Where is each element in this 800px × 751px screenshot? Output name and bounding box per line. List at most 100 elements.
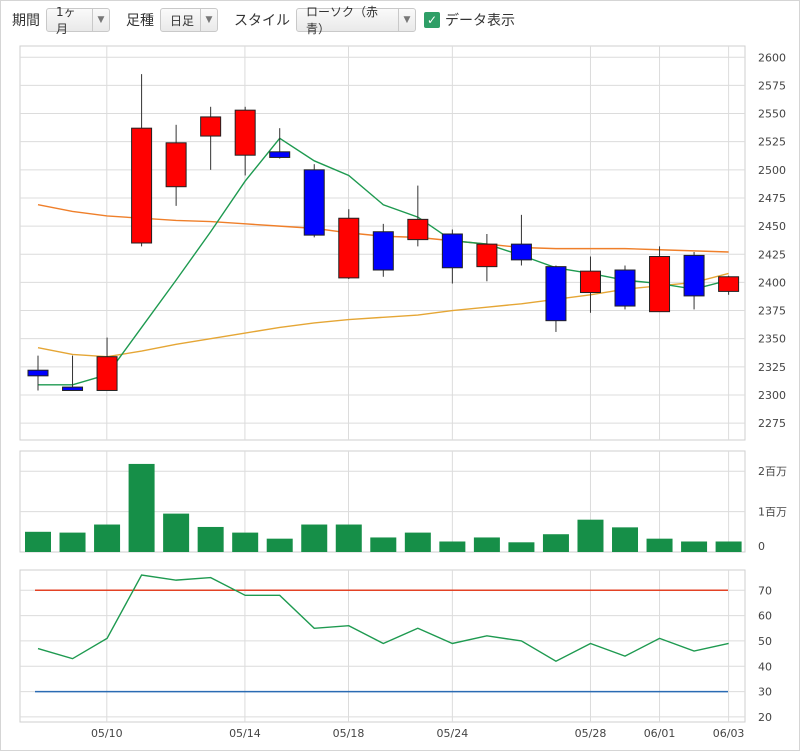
- volume-bar: [128, 463, 155, 552]
- osc-tick-label: 50: [758, 635, 772, 648]
- candle-body: [372, 231, 394, 271]
- date-tick-label: 05/14: [229, 727, 261, 740]
- foot-select[interactable]: 日足 ▼: [160, 8, 218, 32]
- volume-bar: [197, 526, 224, 552]
- candle-body: [476, 243, 498, 268]
- volume-bar: [59, 532, 86, 552]
- chevron-down-icon: ▼: [200, 9, 217, 31]
- volume-bar: [94, 524, 121, 552]
- candle-body: [441, 233, 463, 269]
- chevron-down-icon: ▼: [92, 9, 109, 31]
- price-tick-label: 2550: [758, 108, 786, 121]
- candle-body: [269, 151, 291, 158]
- osc-tick-label: 20: [758, 711, 772, 724]
- date-tick-label: 06/01: [644, 727, 676, 740]
- period-select[interactable]: 1ヶ月 ▼: [46, 5, 110, 36]
- candle-body: [407, 218, 429, 241]
- chart-toolbar: 期間 1ヶ月 ▼ 足種 日足 ▼ スタイル ローソク（赤青） ▼ ✓ データ表示: [0, 0, 798, 40]
- candle-body: [234, 109, 256, 156]
- candle-body: [683, 254, 705, 297]
- volume-bar: [266, 538, 293, 552]
- price-tick-label: 2425: [758, 248, 786, 261]
- period-select-value: 1ヶ月: [56, 5, 76, 36]
- ma-long-line: [37, 272, 729, 358]
- volume-bar: [577, 519, 604, 552]
- osc-tick-label: 30: [758, 686, 772, 699]
- volume-tick-label: 1百万: [758, 506, 787, 519]
- price-tick-label: 2325: [758, 361, 786, 374]
- candle-body: [614, 269, 636, 307]
- data-display-checkbox[interactable]: ✓: [424, 12, 440, 28]
- candle-body: [510, 243, 532, 261]
- candle-body: [338, 217, 360, 279]
- volume-bar: [404, 532, 431, 552]
- grid-lines: [19, 45, 746, 723]
- price-tick-label: 2350: [758, 333, 786, 346]
- date-tick-label: 05/10: [91, 727, 123, 740]
- price-tick-label: 2475: [758, 192, 786, 205]
- checkmark-icon: ✓: [426, 13, 438, 27]
- candle-body: [27, 369, 49, 377]
- volume-bar: [715, 541, 742, 552]
- foot-label: 足種: [126, 13, 154, 29]
- osc-tick-label: 40: [758, 660, 772, 673]
- price-panel: [27, 74, 740, 391]
- price-tick-label: 2500: [758, 164, 786, 177]
- candle-body: [165, 142, 187, 188]
- candle-body: [96, 356, 118, 391]
- candle-body: [649, 256, 671, 313]
- volume-tick-label: 0: [758, 540, 765, 553]
- oscillator-panel: [35, 574, 729, 693]
- panel-border: [19, 45, 746, 441]
- ma-short-line: [38, 137, 729, 386]
- price-tick-label: 2600: [758, 51, 786, 64]
- price-tick-label: 2275: [758, 417, 786, 430]
- price-tick-label: 2525: [758, 136, 786, 149]
- chevron-down-icon: ▼: [398, 9, 415, 31]
- panel-border: [19, 569, 746, 723]
- volume-bar: [612, 527, 639, 552]
- oscillator-line: [37, 574, 729, 662]
- volume-bar: [163, 513, 190, 552]
- osc-tick-label: 60: [758, 610, 772, 623]
- candle-body: [579, 270, 601, 294]
- candle-body: [131, 127, 153, 244]
- volume-bar: [473, 537, 500, 552]
- date-tick-label: 05/28: [575, 727, 607, 740]
- candle-body: [545, 266, 567, 322]
- price-tick-label: 2575: [758, 79, 786, 92]
- volume-bar: [335, 524, 362, 552]
- volume-bar: [25, 531, 51, 552]
- volume-bar: [232, 532, 259, 552]
- date-tick-label: 05/18: [333, 727, 365, 740]
- date-tick-label: 06/03: [713, 727, 745, 740]
- volume-tick-label: 2百万: [758, 465, 787, 478]
- period-label: 期間: [12, 13, 40, 29]
- axis-labels: 2600 2575 2550 2525 2500 2475 2450 2425 2400 2375…: [91, 51, 787, 740]
- volume-panel: [25, 463, 742, 552]
- price-tick-label: 2450: [758, 220, 786, 233]
- price-tick-label: 2375: [758, 305, 786, 318]
- volume-bar: [681, 541, 708, 552]
- style-select[interactable]: ローソク（赤青） ▼: [296, 5, 416, 36]
- data-display-label[interactable]: データ表示: [445, 13, 515, 29]
- foot-select-value: 日足: [170, 13, 195, 28]
- candle-body: [718, 276, 740, 292]
- volume-bar: [301, 524, 328, 552]
- candle-body: [200, 116, 222, 137]
- date-tick-label: 05/24: [437, 727, 469, 740]
- volume-bar: [646, 538, 673, 552]
- price-tick-label: 2400: [758, 276, 786, 289]
- style-select-value: ローソク（赤青）: [306, 5, 379, 36]
- candle-body: [62, 386, 84, 391]
- style-label: スタイル: [234, 13, 290, 29]
- candle-body: [303, 169, 325, 236]
- volume-bar: [439, 541, 466, 552]
- volume-bar: [542, 534, 569, 552]
- volume-bar: [508, 542, 535, 552]
- price-tick-label: 2300: [758, 389, 786, 402]
- osc-tick-label: 70: [758, 584, 772, 597]
- volume-bar: [370, 537, 397, 552]
